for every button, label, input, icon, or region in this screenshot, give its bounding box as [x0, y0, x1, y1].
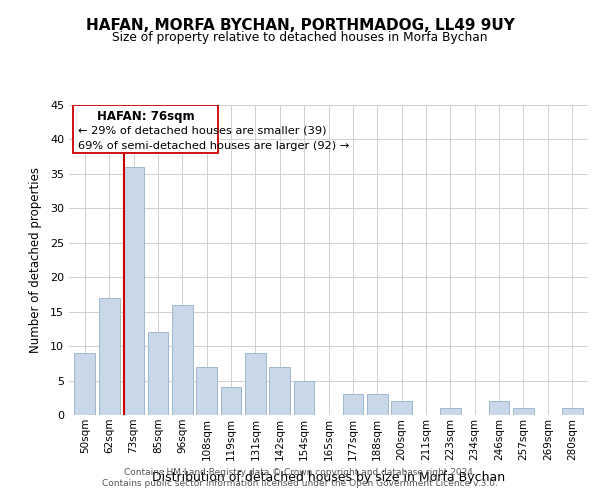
Bar [172, 305, 193, 415]
Bar [489, 401, 509, 415]
Bar [123, 167, 144, 415]
FancyBboxPatch shape [73, 105, 218, 153]
Bar [391, 401, 412, 415]
Bar [74, 353, 95, 415]
Text: HAFAN: 76sqm: HAFAN: 76sqm [97, 110, 194, 123]
Text: Contains HM Land Registry data © Crown copyright and database right 2024.
Contai: Contains HM Land Registry data © Crown c… [102, 468, 498, 487]
Text: HAFAN, MORFA BYCHAN, PORTHMADOG, LL49 9UY: HAFAN, MORFA BYCHAN, PORTHMADOG, LL49 9U… [86, 18, 514, 32]
Bar [440, 408, 461, 415]
Bar [562, 408, 583, 415]
Bar [196, 367, 217, 415]
Bar [99, 298, 119, 415]
Y-axis label: Number of detached properties: Number of detached properties [29, 167, 41, 353]
Text: Size of property relative to detached houses in Morfa Bychan: Size of property relative to detached ho… [112, 31, 488, 44]
Bar [294, 380, 314, 415]
Bar [245, 353, 266, 415]
Bar [343, 394, 363, 415]
Bar [513, 408, 534, 415]
X-axis label: Distribution of detached houses by size in Morfa Bychan: Distribution of detached houses by size … [152, 471, 505, 484]
Bar [269, 367, 290, 415]
Bar [221, 388, 241, 415]
Text: ← 29% of detached houses are smaller (39): ← 29% of detached houses are smaller (39… [77, 126, 326, 136]
Text: 69% of semi-detached houses are larger (92) →: 69% of semi-detached houses are larger (… [77, 140, 349, 150]
Bar [367, 394, 388, 415]
Bar [148, 332, 168, 415]
